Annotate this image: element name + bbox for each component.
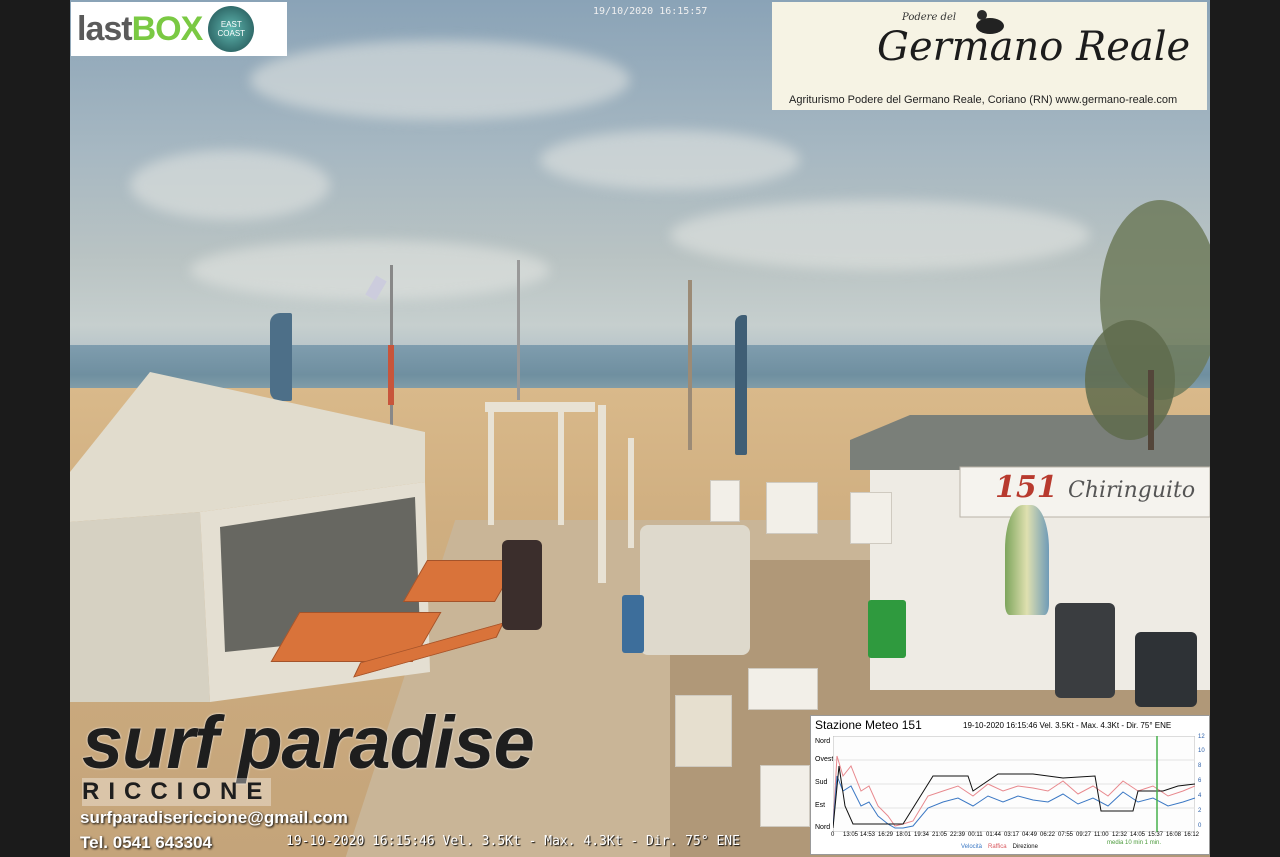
white-chair (760, 765, 810, 827)
covered-table (640, 525, 750, 655)
speed-label: 4 (1198, 793, 1202, 799)
beach-chair (710, 480, 740, 522)
beach-flag (735, 315, 747, 455)
wind-status-text: 19-10-2020 16:15:46 Vel. 3.5Kt - Max. 4.… (286, 834, 740, 849)
pergola-roof (485, 402, 595, 412)
lastbox-logo: lastBOX EAST COAST (71, 2, 287, 56)
kiosk-name: Chiringuito (1068, 478, 1196, 503)
pergola-post (488, 410, 494, 525)
kiosk-number: 151 (995, 470, 1058, 505)
sea (70, 345, 1210, 395)
x-label: 0 (831, 832, 835, 838)
webcam-image: 151 Chiringuito (70, 0, 1210, 857)
germano-over-title: Podere del (902, 12, 957, 23)
folding-chair (675, 695, 732, 767)
duck-icon (976, 10, 1004, 34)
x-label: 03:17 (1004, 832, 1020, 838)
lamp-pole (517, 260, 520, 400)
legend-gust: Raffica (988, 844, 1007, 850)
germano-caption: Agriturismo Podere del Germano Reale, Co… (789, 94, 1178, 106)
y-label: Est (815, 802, 826, 809)
speed-label: 8 (1198, 763, 1202, 769)
meteo-info: 19-10-2020 16:15:46 Vel. 3.5Kt - Max. 4.… (963, 721, 1172, 730)
beach-flag (388, 345, 394, 405)
speed-label: 2 (1198, 808, 1202, 814)
x-label: 11:00 (1094, 832, 1109, 838)
person-seated (1055, 603, 1115, 698)
cloud (540, 130, 800, 190)
x-label: 14:53 (860, 832, 876, 838)
x-label: 07:55 (1058, 832, 1074, 838)
speed-label: 6 (1198, 778, 1202, 784)
y-label: Ovest (815, 756, 834, 763)
jacket-on-chair (1135, 632, 1197, 707)
x-label: 19:34 (914, 832, 930, 838)
surf-paradise-subtitle: RICCIONE (82, 778, 272, 806)
wooden-pole (688, 280, 692, 450)
speed-label: 12 (1198, 734, 1205, 740)
x-label: 18:01 (896, 832, 912, 838)
meteo-station-panel: Stazione Meteo 151 19-10-2020 16:15:46 V… (810, 715, 1210, 855)
x-label: 15:37 (1148, 832, 1164, 838)
beach-flag (270, 313, 292, 401)
y-label: Nord (815, 738, 831, 745)
contact-phone: Tel. 0541 643304 (80, 833, 213, 852)
x-label: 21:05 (932, 832, 948, 838)
cloud (670, 200, 1090, 270)
cloud (250, 40, 630, 120)
germano-reale-banner: Podere del Germano Reale Agriturismo Pod… (772, 2, 1207, 110)
x-label: 00:11 (968, 832, 983, 838)
germano-title: Germano Reale (877, 24, 1191, 70)
x-label: 06:22 (1040, 832, 1056, 838)
pergola-post (558, 410, 564, 525)
pergola-post (598, 405, 606, 583)
wind-chart (833, 736, 1195, 832)
beach-chair (766, 482, 818, 534)
beach-chair (850, 492, 892, 544)
cloud (130, 150, 330, 220)
x-label: 13:05 (843, 832, 859, 838)
y-label: Sud (815, 779, 828, 786)
pergola-post (628, 438, 634, 548)
y-label: Nord (815, 824, 831, 831)
person-seated (502, 540, 542, 630)
folded-umbrella (1005, 505, 1049, 615)
x-label: 01:44 (986, 832, 1002, 838)
x-label: 16:29 (878, 832, 894, 838)
contact-email: surfparadisericcione@gmail.com (80, 808, 348, 827)
green-bin (868, 600, 906, 658)
meteo-title: Stazione Meteo 151 (815, 718, 922, 732)
legend-speed: Velocità (961, 844, 983, 850)
east-coast-badge: EAST COAST (208, 6, 255, 52)
top-timestamp: 19/10/2020 16:15:57 (593, 6, 708, 17)
x-label: 16:12 (1184, 832, 1200, 838)
x-label: 16:08 (1166, 832, 1182, 838)
lastbox-wordmark: lastBOX (77, 9, 203, 48)
x-label: 14:05 (1130, 832, 1146, 838)
meteo-legend: Velocità Raffica Direzione (961, 844, 1038, 850)
meteo-footer: media 10 min 1 min. (1107, 840, 1162, 846)
x-label: 22:39 (950, 832, 966, 838)
x-label: 12:32 (1112, 832, 1128, 838)
tent (70, 372, 430, 702)
speed-label: 0 (1198, 823, 1202, 829)
white-table (748, 668, 818, 710)
x-label: 09:27 (1076, 832, 1092, 838)
pine-tree (1085, 200, 1210, 450)
blue-bin (622, 595, 644, 653)
legend-direction: Direzione (1012, 844, 1038, 850)
surf-paradise-title: surf paradise (82, 701, 535, 784)
speed-label: 10 (1198, 748, 1205, 754)
x-label: 04:49 (1022, 832, 1038, 838)
